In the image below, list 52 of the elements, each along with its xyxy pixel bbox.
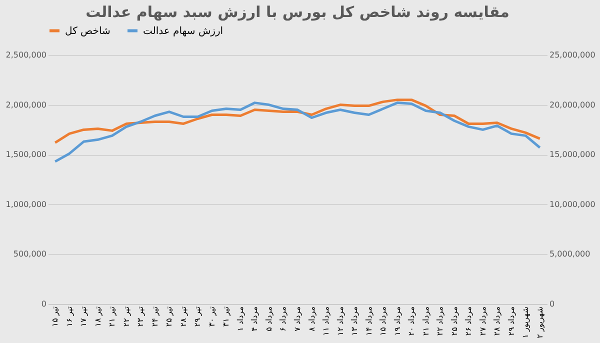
- y2-tick-label: 20,000,000: [550, 100, 596, 110]
- x-tick-label: ۲۷ مرداد: [478, 306, 488, 336]
- x-tick-label: ۱۴ مرداد: [364, 306, 374, 336]
- line-series: [54, 98, 542, 144]
- y2-tick-label: 10,000,000: [550, 200, 596, 209]
- x-tick-label: ۱ شهریور: [521, 306, 530, 338]
- x-tick-label: ۲۸ مرداد: [492, 306, 502, 336]
- x-tick-label: ۲۴ تیر: [150, 306, 160, 327]
- y2-tick-label: 5,000,000: [550, 250, 590, 259]
- x-tick-label: ۲۱ مرداد: [421, 306, 430, 336]
- x-tick-label: ۶ مرداد: [278, 306, 288, 332]
- y-tick-label: 500,000: [13, 250, 46, 259]
- x-tick-label: ۲۵ مرداد: [450, 306, 459, 336]
- x-tick-label: ۲۸ تیر: [178, 306, 188, 327]
- x-tick-label: ۲۵ تیر: [164, 306, 174, 327]
- y-tick-label: 2,000,000: [6, 100, 46, 110]
- y2-tick-label: 25,000,000: [550, 50, 596, 60]
- x-tick-label: ۱۲ مرداد: [336, 306, 345, 336]
- x-tick-label: ۱۶ تیر: [64, 306, 74, 327]
- x-tick-label: ۲۲ مرداد: [436, 306, 445, 336]
- x-tick-label: ۲۲ تیر: [122, 306, 131, 327]
- x-tick-label: ۱۹ مرداد: [392, 306, 402, 336]
- x-tick-label: ۷ مرداد: [293, 306, 302, 332]
- y-tick-label: 1,500,000: [6, 150, 46, 160]
- legend-label: ارزش سهام عدالت: [143, 26, 224, 37]
- x-tick-label: ۱ مرداد: [236, 306, 245, 332]
- y2-tick-label: 15,000,000: [550, 150, 596, 160]
- x-tick-label: ۲ شهریور: [535, 306, 544, 338]
- x-tick-label: ۲۹ مرداد: [506, 306, 516, 336]
- x-tick-label: ۴ مرداد: [250, 306, 260, 332]
- x-tick-label: ۱۸ تیر: [93, 306, 102, 327]
- x-tick-label: ۱۵ تیر: [50, 306, 60, 327]
- x-tick-label: ۳۱ تیر: [222, 306, 231, 327]
- chart-title: مقایسه روند شاخص کل بورس با ارزش سبد سهام عدالت: [86, 3, 510, 21]
- x-tick-label: ۲۶ مرداد: [464, 306, 474, 336]
- y-tick-label: 2,500,000: [6, 50, 46, 60]
- y2-tick-label: 0: [550, 300, 555, 308]
- x-tick-label: ۲۹ تیر: [193, 306, 202, 327]
- y-tick-label: 0: [41, 300, 46, 308]
- line-series: [54, 102, 542, 163]
- x-tick-label: ۵ مرداد: [264, 306, 274, 332]
- x-tick-label: ۲۱ تیر: [108, 306, 117, 327]
- x-tick-label: ۱۱ مرداد: [322, 306, 331, 336]
- x-tick-label: ۱۷ تیر: [79, 306, 88, 327]
- x-tick-label: ۸ مرداد: [307, 306, 316, 332]
- x-tick-label: ۱۳ مرداد: [350, 306, 360, 336]
- x-tick-label: ۳۰ تیر: [207, 306, 216, 327]
- x-tick-label: ۱۵ مرداد: [378, 306, 388, 336]
- legend-label: شاخص کل: [65, 26, 110, 37]
- y-tick-label: 1,000,000: [6, 200, 46, 209]
- x-tick-label: ۲۰ مرداد: [407, 306, 416, 336]
- x-tick-label: ۲۳ تیر: [136, 306, 146, 327]
